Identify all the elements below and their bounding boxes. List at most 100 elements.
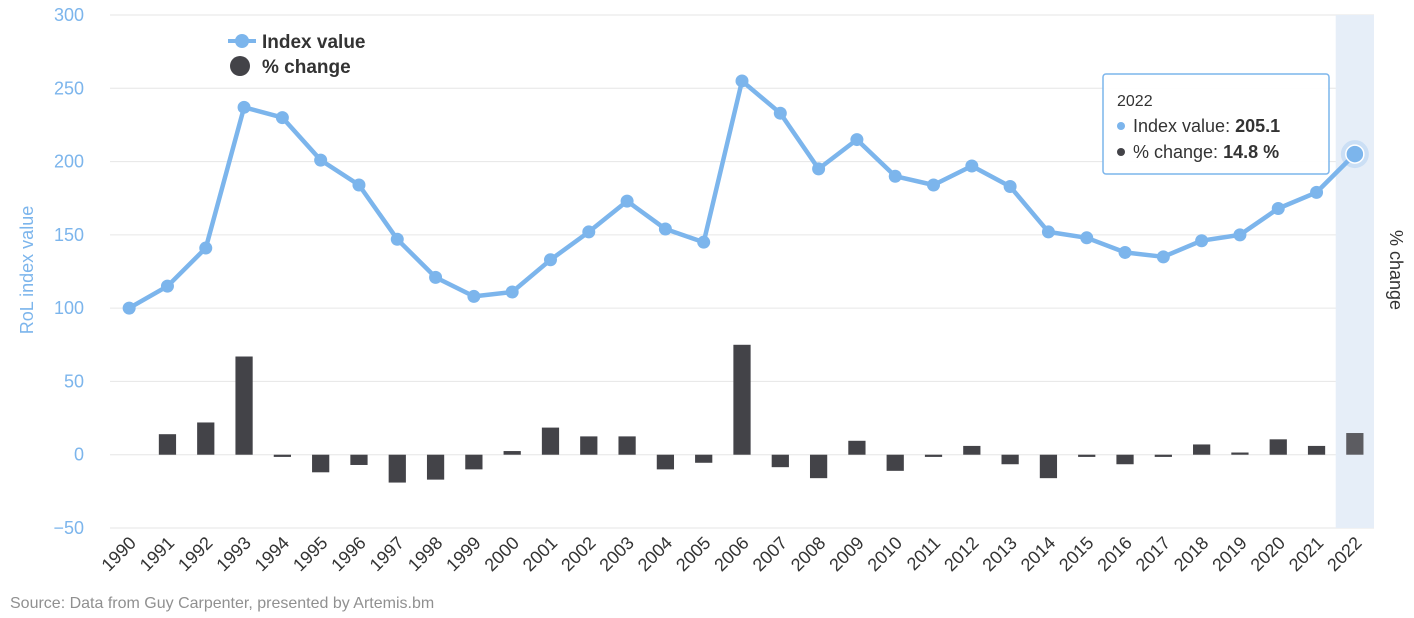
x-tick-label: 2000 — [481, 533, 523, 575]
y-tick-label: 200 — [54, 152, 84, 172]
change-bar-2007[interactable] — [771, 454, 789, 468]
y-tick-label: 50 — [64, 371, 84, 391]
x-tick-label: 2008 — [787, 533, 829, 575]
index-point-2016[interactable] — [1118, 245, 1132, 259]
tooltip-change-value: 14.8 % — [1223, 142, 1279, 162]
index-point-1991[interactable] — [160, 279, 174, 293]
y-axis-title-right: % change — [1386, 230, 1406, 310]
change-bar-2004[interactable] — [656, 454, 675, 470]
index-point-2015[interactable] — [1080, 231, 1094, 245]
change-bar-2017[interactable] — [1154, 454, 1172, 457]
index-point-1992[interactable] — [199, 241, 213, 255]
x-tick-label: 2007 — [749, 533, 791, 575]
change-bar-2015[interactable] — [1078, 454, 1096, 457]
change-bar-1997[interactable] — [388, 454, 406, 483]
index-point-1999[interactable] — [467, 289, 481, 303]
index-point-2022[interactable] — [1345, 144, 1365, 164]
x-tick-label: 1990 — [98, 533, 140, 575]
index-point-2013[interactable] — [1003, 179, 1017, 193]
index-point-2000[interactable] — [505, 285, 519, 299]
x-tick-label: 2013 — [978, 533, 1020, 575]
x-tick-label: 2011 — [903, 533, 945, 575]
change-bar-2020[interactable] — [1269, 439, 1287, 455]
x-tick-label: 2017 — [1132, 533, 1174, 575]
index-point-2007[interactable] — [773, 106, 787, 120]
legend[interactable]: Index value % change — [228, 32, 366, 78]
index-point-2020[interactable] — [1271, 201, 1285, 215]
change-bar-2021[interactable] — [1307, 445, 1326, 455]
change-bar-2018[interactable] — [1193, 444, 1211, 455]
index-point-2006[interactable] — [735, 74, 749, 88]
change-bars — [158, 344, 1364, 483]
index-point-2003[interactable] — [620, 194, 634, 208]
change-bar-2010[interactable] — [886, 454, 904, 471]
x-tick-label: 1998 — [404, 533, 446, 575]
y-tick-label: 0 — [74, 445, 84, 465]
x-tick-label: 2019 — [1208, 533, 1250, 575]
y-tick-label: 100 — [54, 298, 84, 318]
change-bar-2002[interactable] — [580, 436, 598, 455]
index-point-2018[interactable] — [1195, 234, 1209, 248]
change-bar-2022[interactable] — [1346, 433, 1364, 455]
y-tick-label: 300 — [54, 5, 84, 25]
index-point-2009[interactable] — [850, 133, 864, 147]
x-tick-label: 2015 — [1055, 533, 1097, 575]
change-bar-1995[interactable] — [312, 454, 330, 473]
y-axis-ticks: 300 250 200 150 100 50 0 −50 — [53, 5, 84, 538]
change-bar-2008[interactable] — [809, 454, 828, 479]
change-bar-1993[interactable] — [235, 356, 253, 455]
index-point-2002[interactable] — [582, 225, 596, 239]
change-bar-2016[interactable] — [1116, 454, 1134, 465]
tooltip-change-line: % change: 14.8 % — [1133, 142, 1279, 162]
index-point-2001[interactable] — [543, 253, 557, 267]
index-point-2017[interactable] — [1156, 250, 1170, 264]
change-bar-1998[interactable] — [426, 454, 445, 480]
y-axis-title-left: RoL index value — [17, 206, 37, 334]
index-point-2011[interactable] — [927, 178, 941, 192]
index-point-1994[interactable] — [275, 111, 289, 125]
change-bar-2000[interactable] — [503, 451, 521, 455]
change-bar-2014[interactable] — [1039, 454, 1058, 479]
tooltip: 2022 Index value: 205.1 % change: 14.8 % — [1102, 73, 1330, 175]
index-line-layer — [122, 74, 1369, 315]
change-bar-1994[interactable] — [273, 454, 291, 457]
index-point-2004[interactable] — [658, 222, 672, 236]
legend-item-change[interactable]: % change — [230, 56, 351, 78]
index-point-2005[interactable] — [697, 235, 711, 249]
change-bar-1999[interactable] — [465, 454, 483, 470]
index-point-2010[interactable] — [888, 169, 902, 183]
change-bar-1996[interactable] — [350, 454, 368, 465]
index-point-1997[interactable] — [390, 232, 404, 246]
tooltip-index-line: Index value: 205.1 — [1133, 116, 1280, 136]
index-point-1995[interactable] — [314, 153, 328, 167]
change-bar-2012[interactable] — [963, 445, 981, 455]
x-tick-label: 2022 — [1323, 533, 1365, 575]
index-point-1996[interactable] — [352, 178, 366, 192]
index-point-2012[interactable] — [965, 159, 979, 173]
x-tick-label: 2005 — [672, 533, 714, 575]
change-bar-2001[interactable] — [541, 427, 560, 455]
change-bar-2009[interactable] — [848, 440, 866, 455]
index-point-1998[interactable] — [429, 270, 443, 284]
change-bar-2019[interactable] — [1231, 452, 1249, 455]
change-bar-2003[interactable] — [618, 436, 636, 455]
index-point-1990[interactable] — [122, 301, 136, 315]
index-point-2021[interactable] — [1310, 185, 1324, 199]
change-bar-2005[interactable] — [695, 454, 713, 463]
index-point-2019[interactable] — [1233, 228, 1247, 242]
x-tick-label: 2003 — [595, 533, 637, 575]
change-bar-2006[interactable] — [733, 344, 751, 455]
x-tick-label: 1991 — [136, 533, 178, 575]
y-tick-label: 250 — [54, 78, 84, 98]
index-point-2014[interactable] — [1041, 225, 1055, 239]
y-tick-label: −50 — [53, 518, 84, 538]
change-bar-1991[interactable] — [158, 434, 177, 455]
legend-item-index[interactable]: Index value — [228, 32, 366, 53]
change-bar-1992[interactable] — [197, 422, 215, 455]
index-point-2008[interactable] — [812, 162, 826, 176]
index-point-1993[interactable] — [237, 100, 251, 114]
change-bar-2011[interactable] — [924, 454, 943, 457]
change-bar-2013[interactable] — [1001, 454, 1019, 465]
